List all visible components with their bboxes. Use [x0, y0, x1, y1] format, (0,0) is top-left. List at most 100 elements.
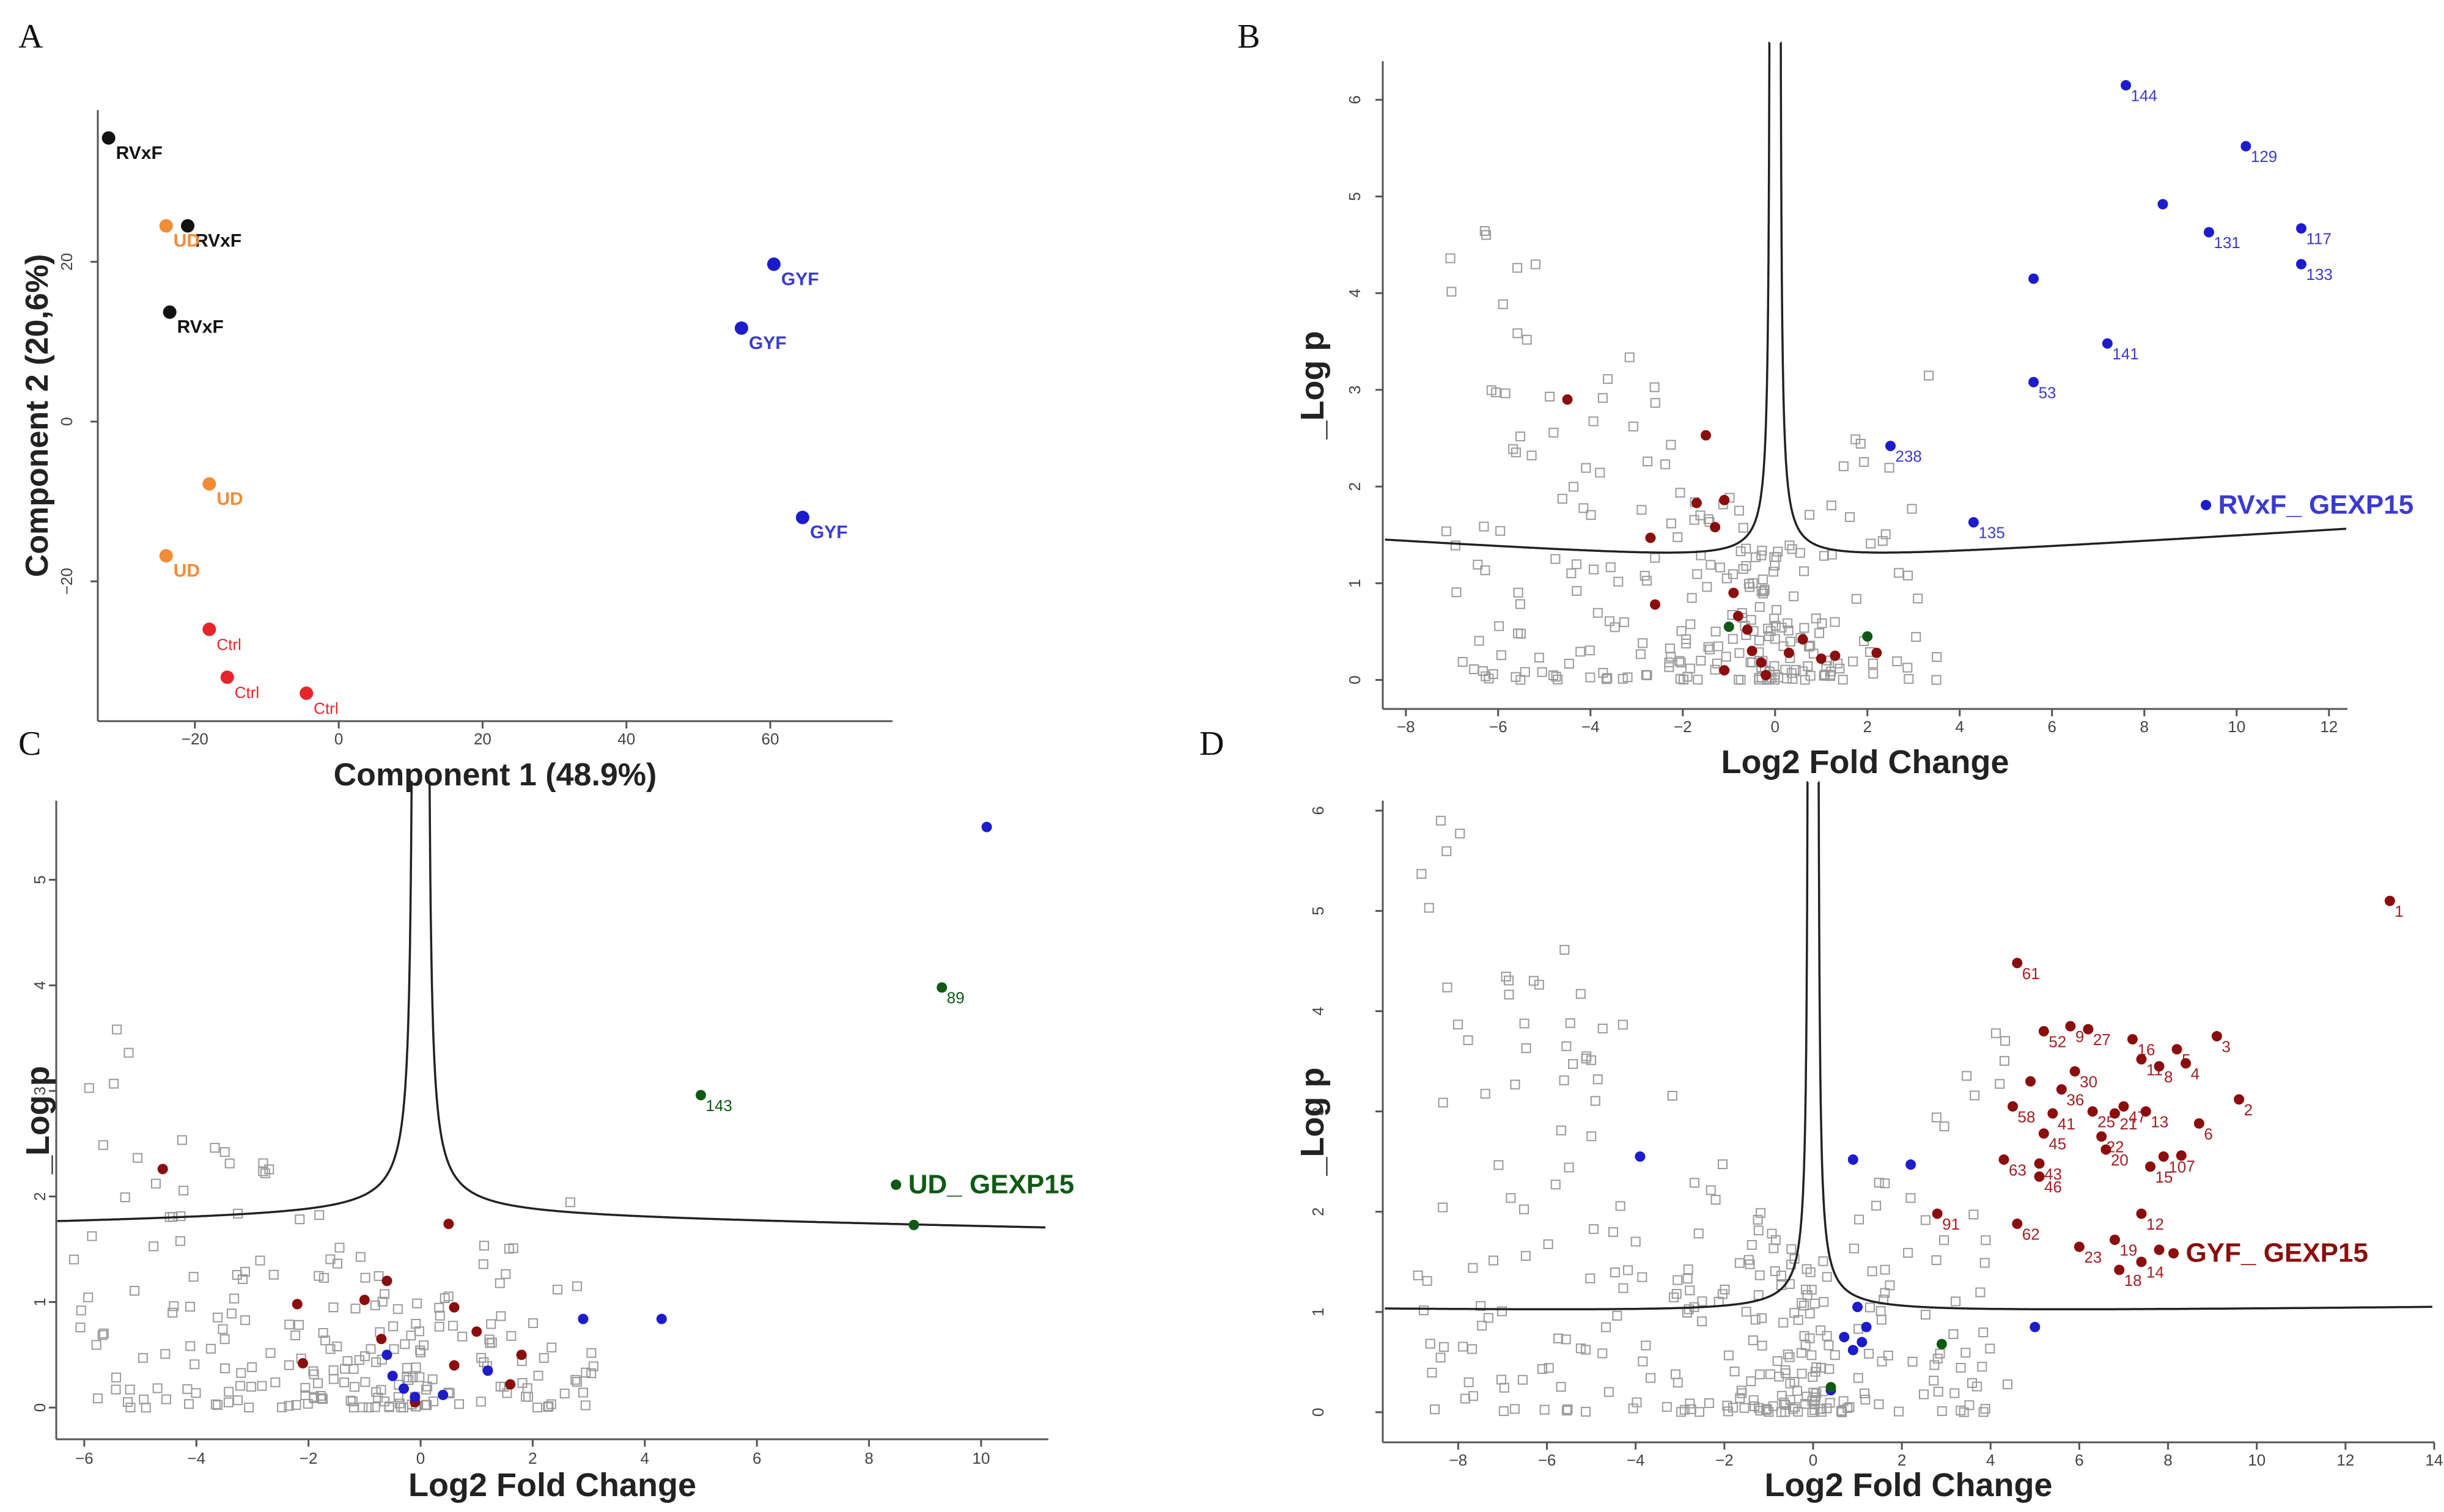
background-point	[1975, 1287, 1986, 1297]
background-point	[402, 1372, 412, 1382]
background-point	[1510, 1079, 1520, 1090]
pca-point	[202, 477, 216, 491]
background-point	[1693, 1228, 1704, 1239]
background-point	[191, 1388, 201, 1398]
background-point	[1789, 591, 1799, 601]
background-point	[1521, 1043, 1531, 1054]
background-point	[1585, 672, 1596, 683]
background-point	[1601, 1322, 1611, 1332]
background-point	[1809, 1298, 1820, 1308]
point-label: 2	[2244, 1101, 2253, 1119]
data-point	[297, 1358, 308, 1369]
y-tick-label: 2	[31, 1192, 49, 1200]
background-point	[370, 1300, 380, 1310]
background-point	[1830, 1350, 1840, 1360]
point-label: 3	[2221, 1038, 2230, 1056]
background-point	[1512, 328, 1523, 339]
background-point	[1785, 636, 1795, 647]
x-tick-label: 60	[762, 730, 779, 748]
background-point	[1493, 1160, 1504, 1170]
background-point	[565, 1197, 575, 1208]
data-point	[2171, 1044, 2182, 1055]
background-point	[1556, 1382, 1566, 1392]
background-point	[1667, 1090, 1677, 1101]
background-point	[1883, 1350, 1893, 1360]
data-point	[2100, 1144, 2111, 1155]
background-point	[1754, 1270, 1765, 1280]
panel-c-volcano-plot: −6 −4 −2 0 2 4 6 8 10 0 1 2 3 4 5 Log2 Fold Change _Log …	[20, 781, 1074, 1503]
legend-marker	[2201, 499, 2212, 510]
point-label: 41	[2058, 1115, 2075, 1133]
background-point	[1739, 1403, 1750, 1413]
background-point	[1589, 1224, 1599, 1235]
background-point	[521, 1392, 531, 1402]
pca-point-label: GYF	[749, 333, 787, 353]
background-point	[1913, 593, 1923, 604]
data-point	[1847, 1154, 1858, 1165]
background-point	[570, 1374, 581, 1385]
data-point	[1905, 1159, 1916, 1170]
background-point	[380, 1289, 390, 1299]
background-point	[1770, 620, 1781, 631]
background-point	[160, 1349, 171, 1359]
background-point	[1734, 675, 1744, 685]
x-tick-label: 12	[2320, 717, 2338, 736]
y-tick-label: 3	[1345, 386, 1364, 394]
point-label: 13	[2151, 1113, 2168, 1131]
background-point	[1526, 450, 1537, 461]
x-tick-label: 0	[416, 1449, 425, 1467]
background-point	[1592, 1074, 1603, 1085]
x-tick-label: 2	[528, 1449, 537, 1467]
data-point	[2087, 1106, 2098, 1117]
data-point	[1719, 665, 1730, 676]
background-point	[1920, 1310, 1931, 1320]
background-point	[1476, 1301, 1486, 1311]
background-point	[1763, 623, 1773, 634]
background-point	[284, 1319, 295, 1330]
data-point	[2096, 1131, 2107, 1142]
background-point	[1824, 1364, 1835, 1374]
background-point	[1500, 388, 1511, 398]
point-label: 12	[2146, 1215, 2164, 1233]
y-tick-label: 0	[1345, 675, 1364, 684]
background-point	[457, 1331, 468, 1341]
background-point	[75, 1323, 86, 1333]
y-tick-label: 20	[57, 253, 76, 271]
data-point	[2240, 141, 2251, 152]
background-point	[1948, 1329, 1959, 1340]
background-point	[393, 1392, 403, 1402]
data-point	[381, 1349, 392, 1360]
x-tick-label: −4	[187, 1449, 205, 1467]
data-point	[1719, 494, 1730, 505]
data-point	[2203, 227, 2214, 238]
background-point	[1586, 510, 1596, 520]
background-point	[1764, 631, 1774, 642]
data-point	[1635, 1151, 1646, 1162]
background-point	[1679, 1404, 1690, 1415]
background-point	[1734, 1258, 1745, 1268]
background-point	[371, 1387, 381, 1397]
x-tick-label: 0	[1771, 717, 1780, 736]
background-point	[1799, 1301, 1809, 1311]
point-label: 131	[2214, 233, 2240, 252]
data-point	[387, 1370, 398, 1381]
background-point	[1704, 1398, 1714, 1408]
y-tick-label: 3	[31, 1087, 49, 1095]
data-point	[2145, 1161, 2156, 1172]
background-point	[1628, 1403, 1638, 1414]
point-label: 129	[2251, 147, 2277, 166]
data-point	[359, 1294, 370, 1305]
background-point	[1649, 382, 1660, 392]
background-point	[1520, 667, 1530, 677]
background-point	[1424, 903, 1434, 913]
background-point	[1795, 548, 1805, 558]
background-point	[1445, 253, 1456, 263]
background-point	[1822, 1272, 1832, 1282]
x-axis-title: Log2 Fold Change	[1721, 744, 2009, 780]
background-point	[1753, 1290, 1764, 1301]
background-point	[1450, 540, 1460, 551]
pca-point	[159, 219, 173, 233]
background-point	[1469, 664, 1479, 675]
background-point	[1931, 1112, 1942, 1123]
background-point	[422, 1400, 432, 1411]
